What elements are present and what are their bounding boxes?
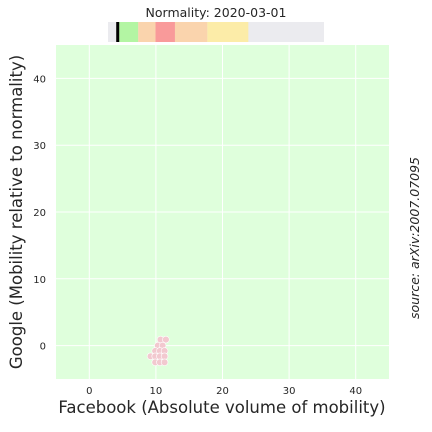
y-tick-label: 10 [33,275,46,286]
colorbar-segment [174,22,208,42]
plot-area: 0 10 20 30 40 0 10 20 30 40 [33,45,389,397]
colorbar-segment [248,22,316,42]
x-tick-label: 20 [216,386,229,397]
scatter-point [162,335,170,344]
colorbar-segment [116,22,139,42]
y-tick-label: 20 [33,208,46,219]
y-tick-label: 30 [33,141,46,152]
y-axis-label: Google (Mobility relative to normality) [7,55,26,369]
y-axis-ticks: 0 10 20 30 40 [33,74,46,352]
grid-lines [56,45,389,379]
y-tick-label: 0 [40,342,46,353]
x-axis-label: Facebook (Absolute volume of mobility) [58,398,385,417]
x-tick-label: 30 [283,386,296,397]
source-annotation: source: arXiv:2007.07095 [407,157,422,319]
colorbar-marker [116,22,120,42]
colorbar-segment [155,22,175,42]
x-axis-ticks: 0 10 20 30 40 [86,386,362,397]
colorbar-segment [207,22,249,42]
colorbar-segment [108,22,117,42]
scatter-points [146,335,170,366]
x-tick-label: 10 [150,386,163,397]
y-tick-label: 40 [33,74,46,85]
chart-title: Normality: 2020-03-01 [146,5,287,20]
colorbar-segment [138,22,156,42]
normality-colorbar [108,22,324,42]
x-tick-label: 0 [86,386,92,397]
x-tick-label: 40 [349,386,362,397]
scatter-point [160,358,169,366]
